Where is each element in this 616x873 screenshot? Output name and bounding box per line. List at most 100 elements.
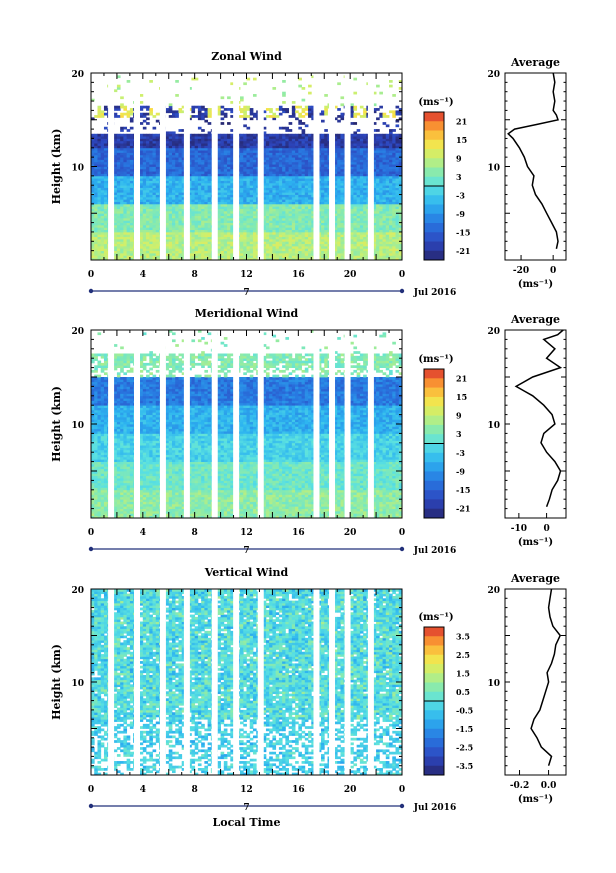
data-gap [367,589,374,775]
average-profile: Average 10 20 -0.2 0.0 (ms⁻¹) [487,572,567,805]
colorbar-tick-label: -3 [456,190,465,200]
colorbar-tick-label: 0.5 [456,687,470,697]
profile-frame [504,588,567,776]
colorbar-segment [424,499,444,509]
date-day: 7 [243,288,249,298]
colorbar-tick-label: -0.5 [456,705,473,715]
profile-x-label: (ms⁻¹) [518,279,553,290]
colorbar-segment [424,213,444,224]
colorbar-segment [424,195,444,205]
colorbar-segment [424,765,444,776]
profile-title: Average [510,572,560,585]
colorbar-segment [424,480,444,491]
date-day: 7 [243,803,249,813]
colorbar-tick-label: 3.5 [456,631,470,641]
data-gap [344,73,351,260]
profile-x-label: (ms⁻¹) [518,537,553,548]
colorbar-tick-label: -2.5 [456,742,473,752]
y-tick-label: 20 [71,327,84,337]
colorbar-segment [424,415,444,426]
colorbar-tick-label: -21 [456,504,470,514]
colorbar-tick-label: -3 [456,448,465,458]
data-gap [257,589,264,775]
colorbar-segment [424,186,444,196]
y-tick-label: 10 [71,421,84,431]
data-gap [257,330,264,518]
colorbar-segment [424,406,444,416]
colorbar-segment [424,627,444,637]
profile-y-tick-label: 20 [487,327,500,337]
colorbar-tick-label: 15 [456,392,467,402]
colorbar-segment [424,462,444,472]
date-line-end [399,288,405,294]
colorbar: (ms⁻¹)3.5 2.5 1.5 0.5 -0.5 -1.5 -2.5 -3.5 [418,612,473,776]
colorbar-tick-label: -15 [456,485,470,495]
data-gap [183,73,190,260]
colorbar-segment [424,204,444,215]
colorbar-segment [424,490,444,500]
profile-y-tick-label: 20 [487,70,500,80]
data-gap [108,330,115,518]
x-tick-label: 4 [140,785,146,795]
x-tick-label: 16 [292,785,305,795]
colorbar-tick-label: -1.5 [456,724,473,734]
colorbar-segment [424,112,444,122]
average-profile: Average 10 20 -20 0 (ms⁻¹) [487,56,567,290]
panel-title: Meridional Wind [195,307,299,320]
colorbar-tick-label: -9 [456,466,465,476]
x-tick-label: 0 [88,528,94,538]
colorbar-segment [424,167,444,178]
profile-line [530,588,562,766]
date-month: Jul 2016 [413,288,456,298]
data-gap [108,73,115,260]
x-tick-label: 12 [240,528,253,538]
y-axis-label: Height (km) [50,386,63,462]
x-tick-label: 20 [344,785,357,795]
colorbar-segment [424,756,444,767]
date-month: Jul 2016 [413,546,456,556]
data-gap [329,589,336,775]
y-tick-label: 10 [71,679,84,689]
profile-x-tick-label: 0 [543,524,549,534]
colorbar-segment [424,369,444,379]
panel-vertical-wind: Vertical Wind 10 20 Height (km) 0 4 8 12 16 20 0 7 J… [50,566,567,829]
data-gap [313,589,320,775]
colorbar-tick-label: 9 [456,411,462,421]
colorbar-segment [424,241,444,252]
data-gap [344,589,351,775]
y-axis-label: Height (km) [50,644,63,720]
colorbar-segment [424,176,444,187]
data-gap [211,330,218,518]
colorbar-segment [424,130,444,141]
colorbar-unit: (ms⁻¹) [418,612,453,623]
colorbar-tick-label: 21 [456,373,467,383]
data-gap [233,589,240,775]
colorbar-segment [424,728,444,739]
colorbar-segment [424,471,444,482]
colorbar-segment [424,149,444,159]
colorbar-segment [424,654,444,665]
profile-frame [504,329,567,519]
x-tick-label: 0 [399,528,405,538]
colorbar-segment [424,645,444,656]
data-gap [367,73,374,260]
colorbar: (ms⁻¹)21 15 9 3 -3 -9 -15 -21 [418,97,470,261]
data-gap [344,330,351,518]
colorbar-segment [424,452,444,463]
profile-y-tick-label: 10 [487,164,500,174]
data-gap [313,73,320,260]
date-line-end [88,546,94,552]
data-gap [313,330,320,518]
x-tick-label: 0 [399,785,405,795]
profile-line [514,329,564,507]
colorbar-tick-label: 1.5 [456,668,470,678]
colorbar-tick-label: 21 [456,116,467,126]
profile-title: Average [510,56,560,69]
profile-y-tick-label: 20 [487,586,500,596]
y-tick-label: 20 [71,586,84,596]
colorbar-segment [424,710,444,720]
data-gap [233,330,240,518]
date-line-end [88,288,94,294]
colorbar-segment [424,121,444,131]
x-tick-label: 8 [192,785,198,795]
